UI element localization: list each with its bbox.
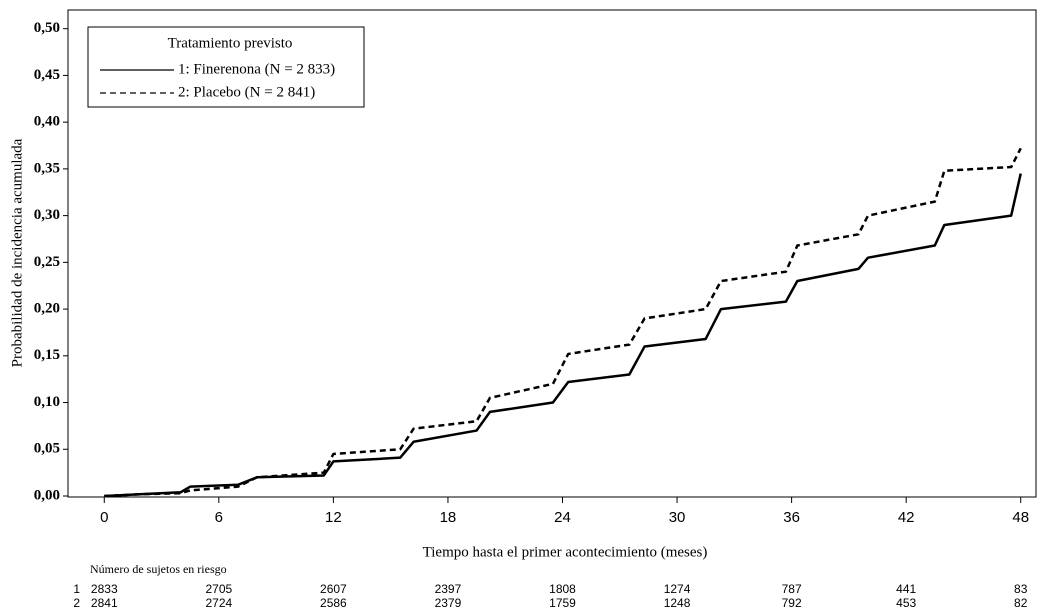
risk-value: 83 — [1014, 582, 1028, 596]
risk-value: 2379 — [435, 596, 462, 610]
x-tick-label: 6 — [215, 509, 223, 526]
series-line — [104, 147, 1022, 498]
risk-value: 792 — [782, 596, 802, 610]
y-tick-label: 0,00 — [34, 487, 60, 503]
x-tick-label: 18 — [440, 509, 457, 526]
x-tick-label: 0 — [100, 509, 108, 526]
risk-value: 1274 — [664, 582, 691, 596]
risk-value: 2833 — [91, 582, 118, 596]
y-tick-label: 0,45 — [34, 67, 60, 83]
x-tick-label: 48 — [1012, 509, 1029, 526]
risk-value: 1808 — [549, 582, 576, 596]
legend-label: 1: Finerenona (N = 2 833) — [178, 61, 335, 77]
risk-row-label: 1 — [73, 582, 80, 596]
x-tick-label: 24 — [554, 509, 571, 526]
x-tick-label: 36 — [783, 509, 800, 526]
risk-value: 2397 — [435, 582, 462, 596]
series-line — [104, 173, 1022, 498]
risk-value: 2607 — [320, 582, 347, 596]
risk-value: 2705 — [205, 582, 232, 596]
plot-frame — [67, 9, 1037, 498]
legend-box — [87, 26, 365, 108]
x-tick-label: 30 — [669, 509, 686, 526]
y-tick-label: 0,50 — [34, 20, 60, 36]
y-tick-label: 0,40 — [34, 114, 60, 130]
risk-value: 787 — [782, 582, 802, 596]
risk-table-title: Número de sujetos en riesgo — [90, 562, 227, 576]
x-axis-label: Tiempo hasta el primer acontecimiento (m… — [423, 544, 708, 560]
x-tick-label: 42 — [898, 509, 915, 526]
risk-value: 2724 — [205, 596, 232, 610]
risk-value: 453 — [896, 596, 916, 610]
y-tick-label: 0,20 — [34, 301, 60, 317]
risk-value: 82 — [1014, 596, 1028, 610]
risk-value: 1759 — [549, 596, 576, 610]
legend-label: 2: Placebo (N = 2 841) — [178, 84, 315, 100]
legend-title: Tratamiento previsto — [168, 35, 293, 51]
y-tick-label: 0,15 — [34, 347, 60, 363]
y-tick-label: 0,25 — [34, 254, 60, 270]
y-axis-label: Probabilidad de incidencia acumulada — [9, 138, 25, 367]
y-tick-label: 0,30 — [34, 207, 60, 223]
risk-value: 441 — [896, 582, 916, 596]
y-tick-label: 0,35 — [34, 160, 60, 176]
y-tick-label: 0,05 — [34, 441, 60, 457]
risk-value: 2586 — [320, 596, 347, 610]
risk-row-label: 2 — [73, 596, 80, 610]
legend: Tratamiento previsto 1: Finerenona (N = 2… — [87, 26, 365, 108]
risk-value: 2841 — [91, 596, 118, 610]
x-tick-label: 12 — [325, 509, 342, 526]
risk-value: 1248 — [664, 596, 691, 610]
y-tick-label: 0,10 — [34, 394, 60, 410]
